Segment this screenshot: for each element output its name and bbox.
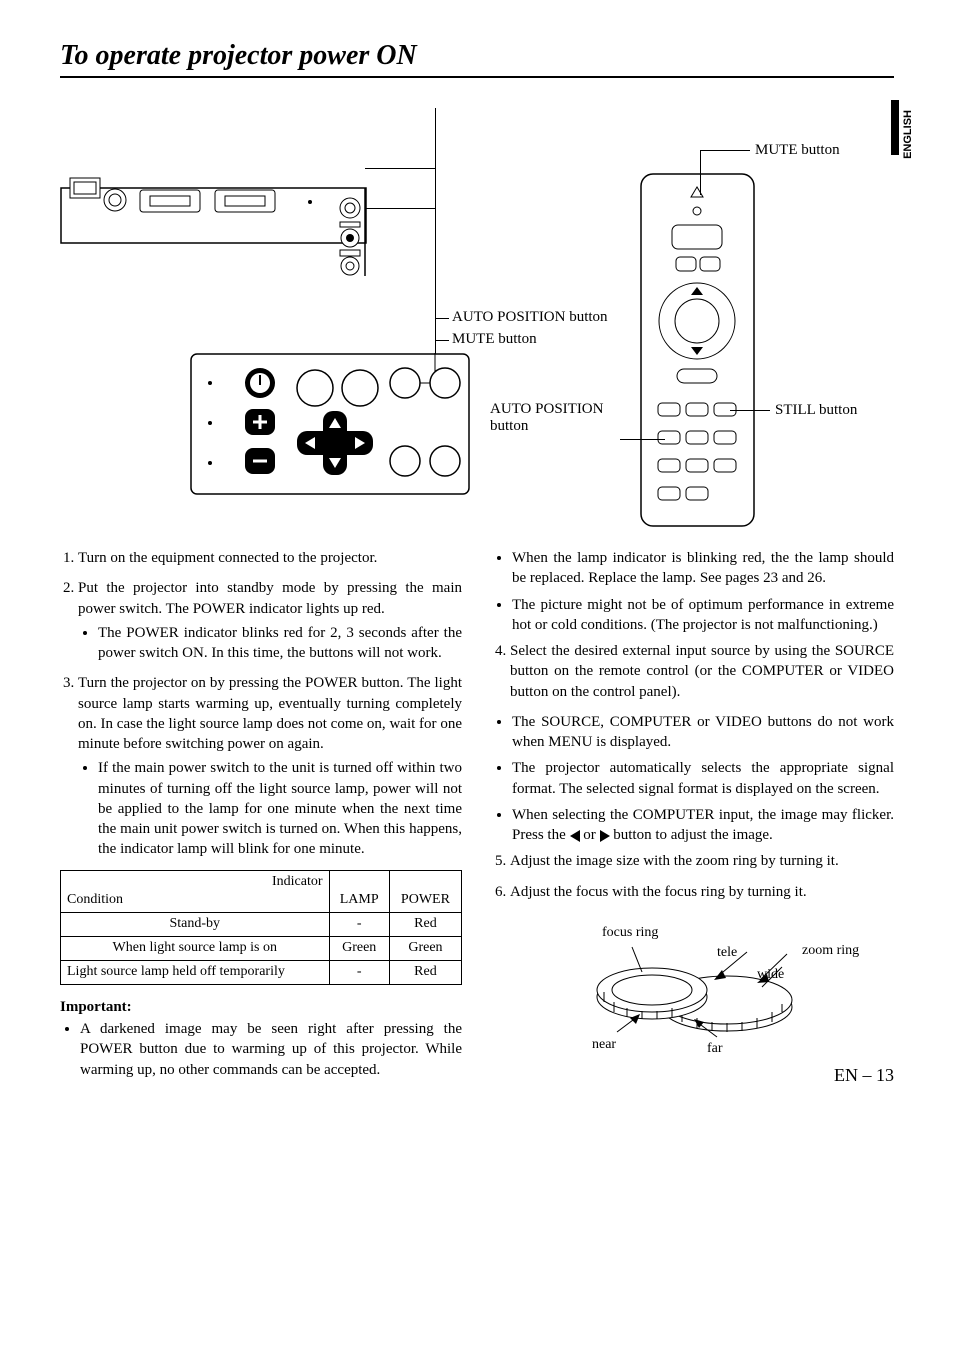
language-label: ENGLISH <box>902 110 914 159</box>
step-3: Turn the projector on by pressing the PO… <box>78 673 462 859</box>
table-header-condition: Condition <box>67 891 323 910</box>
step-1: Turn on the equipment connected to the p… <box>78 548 462 568</box>
right-column: When the lamp indicator is blinking red,… <box>492 548 894 1086</box>
important-label: Important: <box>60 997 462 1017</box>
auto-position-panel-label: AUTO POSITION button <box>452 309 608 326</box>
table-row0-cond: Stand-by <box>61 913 330 937</box>
table-col-lamp: LAMP <box>329 870 389 913</box>
table-row1-power: Green <box>389 937 461 961</box>
auto-position-remote-label: AUTO POSITION button <box>490 401 603 435</box>
step-1-text: Turn on the equipment connected to the p… <box>78 550 377 566</box>
table-row2-power: Red <box>389 961 461 985</box>
step-3-bullet: If the main power switch to the unit is … <box>98 758 462 859</box>
step-4-text: Select the desired external input source… <box>510 643 894 700</box>
page-number: EN – 13 <box>834 1065 894 1086</box>
table-row0-lamp: - <box>329 913 389 937</box>
step-2-text: Put the projector into standby mode by p… <box>78 580 462 616</box>
diagram-area: AUTO POSITION button MUTE button <box>60 108 894 528</box>
page-title: To operate projector power ON <box>60 40 894 78</box>
step-4: Select the desired external input source… <box>510 641 894 702</box>
lens-far-label: far <box>707 1040 723 1059</box>
mute-remote-label: MUTE button <box>755 142 840 159</box>
control-panel-illustration <box>190 353 470 498</box>
body-columns: Turn on the equipment connected to the p… <box>60 548 894 1086</box>
step-5: Adjust the image size with the zoom ring… <box>510 851 894 871</box>
step-2: Put the projector into standby mode by p… <box>78 578 462 663</box>
table-row0-power: Red <box>389 913 461 937</box>
table-row2-cond: Light source lamp held off temporarily <box>61 961 330 985</box>
mute-panel-label: MUTE button <box>452 331 537 348</box>
important-bullet: A darkened image may be seen right after… <box>80 1019 462 1080</box>
lens-tele-label: tele <box>717 944 737 963</box>
table-col-power: POWER <box>389 870 461 913</box>
lens-wide-label: wide <box>757 966 784 985</box>
lens-focus-ring-label: focus ring <box>602 924 658 943</box>
step-3-text: Turn the projector on by pressing the PO… <box>78 675 462 752</box>
left-column: Turn on the equipment connected to the p… <box>60 548 462 1086</box>
indicator-table: Indicator Condition LAMP POWER Stand-by … <box>60 870 462 985</box>
lens-zoom-ring-label: zoom ring <box>802 942 859 961</box>
table-row2-lamp: - <box>329 961 389 985</box>
projector-illustration <box>60 158 380 278</box>
table-row1-lamp: Green <box>329 937 389 961</box>
step-4-bullet-0: The SOURCE, COMPUTER or VIDEO buttons do… <box>512 712 894 753</box>
table-header-indicator: Indicator <box>67 873 323 892</box>
step-4-bullet-1: The projector automatically selects the … <box>512 758 894 799</box>
right-top-bullet-1: The picture might not be of optimum perf… <box>512 595 894 636</box>
right-top-bullet-0: When the lamp indicator is blinking red,… <box>512 548 894 589</box>
step-4-bullet-2: When selecting the COMPUTER input, the i… <box>512 805 894 846</box>
step-2-bullet: The POWER indicator blinks red for 2, 3 … <box>98 623 462 664</box>
remote-illustration <box>640 173 755 533</box>
lens-diagram: focus ring tele zoom ring wide near far <box>492 912 894 1082</box>
step-6: Adjust the focus with the focus ring by … <box>510 882 894 902</box>
still-button-label: STILL button <box>775 402 857 419</box>
lens-near-label: near <box>592 1036 616 1055</box>
table-row1-cond: When light source lamp is on <box>61 937 330 961</box>
